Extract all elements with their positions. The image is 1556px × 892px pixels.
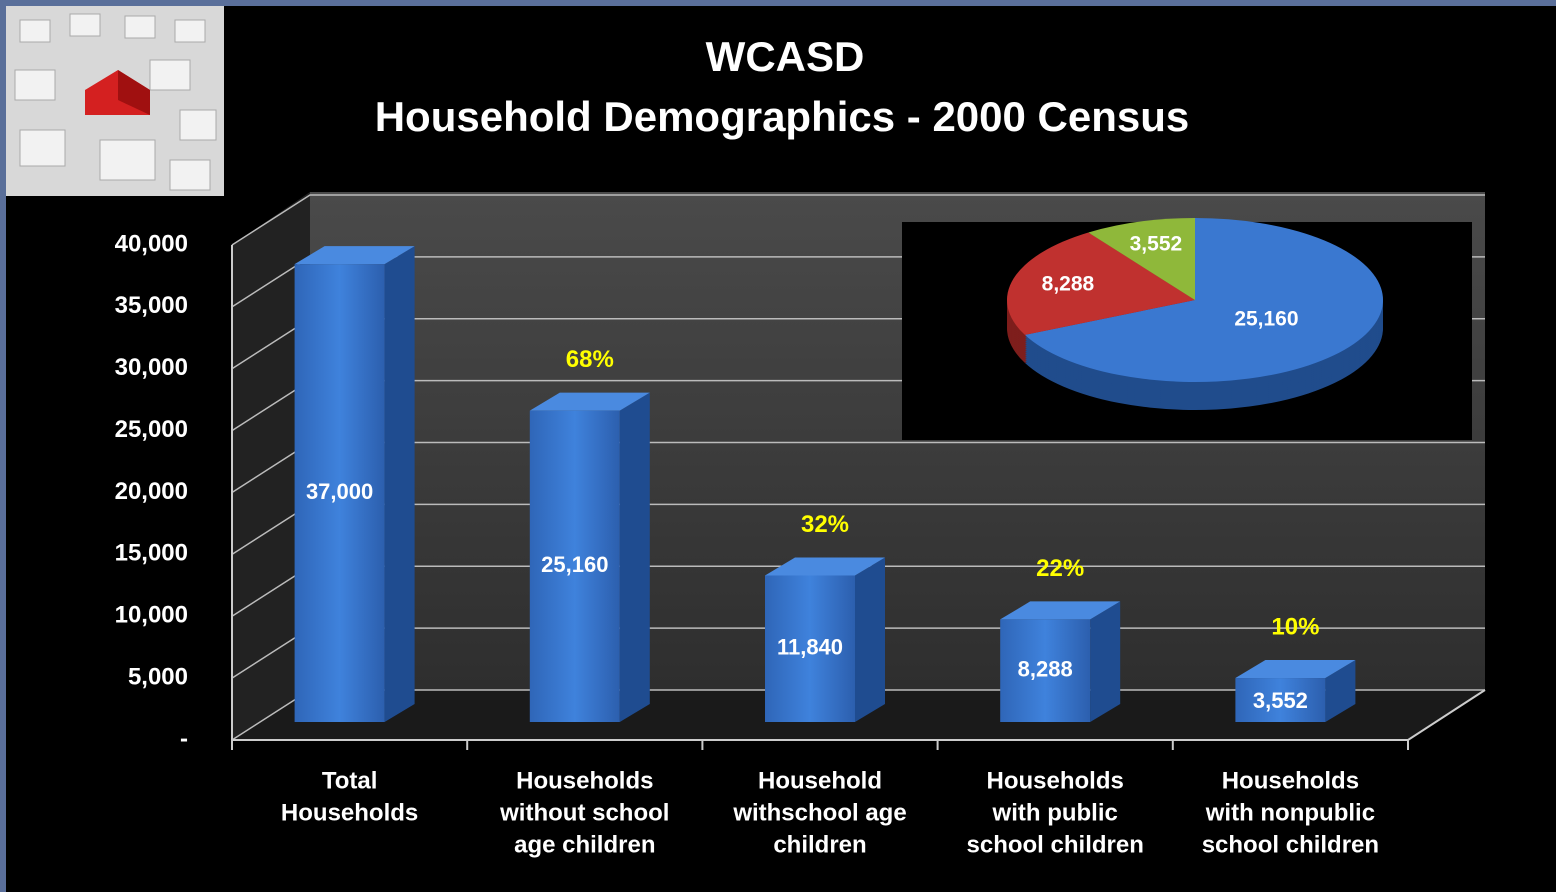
percent-label: 22% [1036, 555, 1084, 582]
pie-label: 8,288 [1042, 273, 1095, 296]
x-tick-label: Households [516, 767, 653, 794]
bar-side [855, 557, 885, 722]
bar-side [384, 246, 415, 722]
bar-side [1090, 601, 1121, 722]
bar-top [529, 392, 650, 411]
chart-subtitle: Household Demographics - 2000 Census [375, 93, 1190, 140]
bar [294, 264, 385, 722]
x-tick-label: without school [499, 799, 669, 826]
value-label: 25,160 [541, 552, 608, 577]
x-tick-label: Households [281, 799, 418, 826]
bar [529, 410, 620, 722]
y-tick-label: 35,000 [115, 292, 188, 319]
value-label: 3,552 [1253, 688, 1308, 713]
grid-line [231, 194, 1485, 246]
value-label: 8,288 [1018, 657, 1073, 682]
x-tick-label: withschool age [732, 799, 906, 826]
percent-label: 68% [566, 346, 614, 373]
bar [1000, 619, 1091, 722]
top-border [0, 0, 1556, 6]
pie-label: 3,552 [1130, 233, 1183, 256]
y-tick-label: 25,000 [115, 416, 188, 443]
x-tick-label: with nonpublic [1205, 799, 1375, 826]
bar-top [765, 557, 885, 576]
percent-label: 10% [1271, 613, 1319, 640]
bar-top [1235, 660, 1356, 679]
y-tick-label: 10,000 [115, 602, 188, 629]
percent-label: 32% [801, 511, 849, 538]
chart-title: WCASD [706, 33, 865, 80]
pie-slice [1088, 218, 1195, 300]
bar-side [619, 392, 650, 722]
house-image [6, 6, 224, 196]
x-tick-label: with public [992, 799, 1118, 826]
x-tick-label: Household [758, 767, 882, 794]
x-tick-label: Total [322, 767, 378, 794]
x-tick-label: school children [967, 831, 1144, 858]
pie-chart: 25,160 8,288 3,552 [1006, 218, 1383, 410]
x-tick-label: children [773, 831, 866, 858]
y-tick-label: 5,000 [128, 663, 188, 690]
x-tick-label: school children [1202, 831, 1379, 858]
y-tick-label: 20,000 [115, 478, 188, 505]
bar-top [1000, 601, 1121, 620]
y-tick-label: - [180, 725, 188, 752]
bar [1235, 678, 1326, 722]
red-house-side [118, 70, 150, 115]
x-axis: Total Households Households without school a… [231, 245, 1486, 858]
bar [765, 575, 855, 722]
y-tick-label: 30,000 [115, 354, 188, 381]
bars: 37,000 25,160 68% 11,840 32% 8,288 22% 3,552 10% [294, 246, 1356, 722]
x-tick-label: age children [514, 831, 655, 858]
pie-slice [1024, 218, 1383, 383]
value-label: 37,000 [306, 479, 373, 504]
value-label: 11,840 [777, 635, 843, 660]
pie-slice [1006, 232, 1195, 335]
left-border [0, 0, 6, 892]
bar-top [294, 246, 415, 265]
x-tick-label: Households [1222, 767, 1359, 794]
pie-label: 25,160 [1234, 307, 1298, 330]
houses [14, 13, 217, 191]
x-tick-label: Households [987, 767, 1124, 794]
y-tick-label: 40,000 [115, 230, 188, 257]
y-tick-label: 15,000 [115, 540, 188, 567]
bar-side [1325, 660, 1356, 722]
